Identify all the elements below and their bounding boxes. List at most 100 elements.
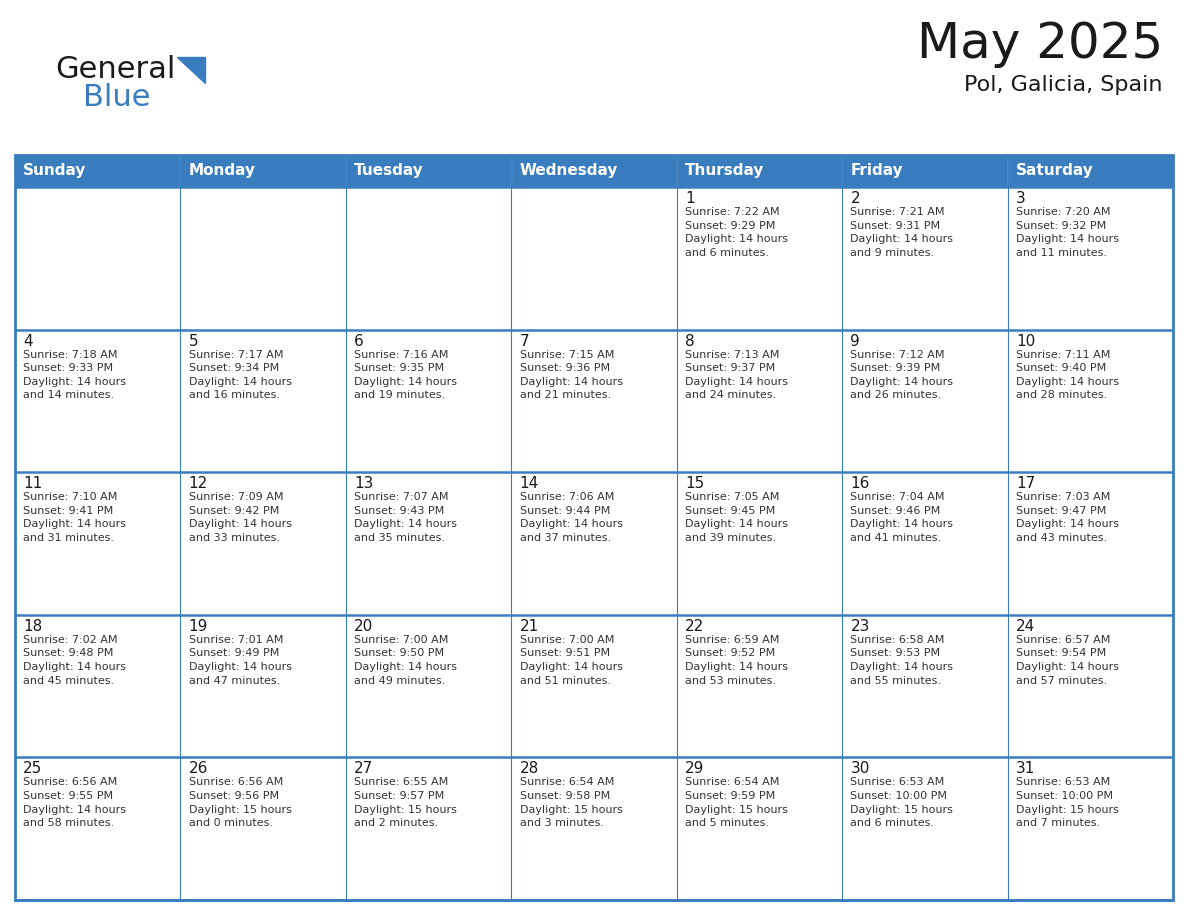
Text: Sunrise: 7:03 AM
Sunset: 9:47 PM
Daylight: 14 hours
and 43 minutes.: Sunrise: 7:03 AM Sunset: 9:47 PM Dayligh… — [1016, 492, 1119, 543]
Text: 6: 6 — [354, 333, 364, 349]
Text: Sunrise: 6:54 AM
Sunset: 9:59 PM
Daylight: 15 hours
and 5 minutes.: Sunrise: 6:54 AM Sunset: 9:59 PM Dayligh… — [685, 778, 788, 828]
Text: Sunrise: 7:04 AM
Sunset: 9:46 PM
Daylight: 14 hours
and 41 minutes.: Sunrise: 7:04 AM Sunset: 9:46 PM Dayligh… — [851, 492, 954, 543]
Bar — [1007, 330, 1173, 472]
Text: Sunrise: 7:07 AM
Sunset: 9:43 PM
Daylight: 14 hours
and 35 minutes.: Sunrise: 7:07 AM Sunset: 9:43 PM Dayligh… — [354, 492, 457, 543]
Text: Thursday: Thursday — [685, 163, 764, 178]
Bar — [346, 330, 511, 472]
Bar — [1007, 757, 1173, 900]
Text: May 2025: May 2025 — [917, 20, 1163, 68]
Text: Sunrise: 6:53 AM
Sunset: 10:00 PM
Daylight: 15 hours
and 6 minutes.: Sunrise: 6:53 AM Sunset: 10:00 PM Daylig… — [851, 778, 953, 828]
Text: 18: 18 — [24, 619, 43, 633]
Bar — [181, 187, 346, 330]
Text: Sunrise: 6:56 AM
Sunset: 9:56 PM
Daylight: 15 hours
and 0 minutes.: Sunrise: 6:56 AM Sunset: 9:56 PM Dayligh… — [189, 778, 291, 828]
Text: Pol, Galicia, Spain: Pol, Galicia, Spain — [965, 75, 1163, 95]
Bar — [842, 187, 1007, 330]
Text: Sunrise: 6:55 AM
Sunset: 9:57 PM
Daylight: 15 hours
and 2 minutes.: Sunrise: 6:55 AM Sunset: 9:57 PM Dayligh… — [354, 778, 457, 828]
Text: 30: 30 — [851, 761, 870, 777]
Text: 7: 7 — [519, 333, 529, 349]
Text: 25: 25 — [24, 761, 43, 777]
Text: Sunrise: 7:01 AM
Sunset: 9:49 PM
Daylight: 14 hours
and 47 minutes.: Sunrise: 7:01 AM Sunset: 9:49 PM Dayligh… — [189, 635, 292, 686]
Text: 20: 20 — [354, 619, 373, 633]
Text: 3: 3 — [1016, 191, 1025, 206]
Text: 31: 31 — [1016, 761, 1035, 777]
Bar — [15, 472, 181, 615]
Text: Sunrise: 6:59 AM
Sunset: 9:52 PM
Daylight: 14 hours
and 53 minutes.: Sunrise: 6:59 AM Sunset: 9:52 PM Dayligh… — [685, 635, 788, 686]
Bar — [677, 757, 842, 900]
Bar — [511, 155, 677, 187]
Text: 21: 21 — [519, 619, 539, 633]
Bar — [1007, 187, 1173, 330]
Text: 19: 19 — [189, 619, 208, 633]
Bar — [181, 472, 346, 615]
Bar — [677, 472, 842, 615]
Text: Sunrise: 7:09 AM
Sunset: 9:42 PM
Daylight: 14 hours
and 33 minutes.: Sunrise: 7:09 AM Sunset: 9:42 PM Dayligh… — [189, 492, 292, 543]
Text: 23: 23 — [851, 619, 870, 633]
Text: 17: 17 — [1016, 476, 1035, 491]
Text: Friday: Friday — [851, 163, 903, 178]
Text: Sunrise: 7:21 AM
Sunset: 9:31 PM
Daylight: 14 hours
and 9 minutes.: Sunrise: 7:21 AM Sunset: 9:31 PM Dayligh… — [851, 207, 954, 258]
Text: 9: 9 — [851, 333, 860, 349]
Bar — [181, 757, 346, 900]
Text: Sunrise: 6:57 AM
Sunset: 9:54 PM
Daylight: 14 hours
and 57 minutes.: Sunrise: 6:57 AM Sunset: 9:54 PM Dayligh… — [1016, 635, 1119, 686]
Text: Blue: Blue — [83, 83, 151, 112]
Text: 26: 26 — [189, 761, 208, 777]
Text: 1: 1 — [685, 191, 695, 206]
Bar — [346, 155, 511, 187]
Text: Sunrise: 7:02 AM
Sunset: 9:48 PM
Daylight: 14 hours
and 45 minutes.: Sunrise: 7:02 AM Sunset: 9:48 PM Dayligh… — [24, 635, 126, 686]
Bar — [15, 155, 1173, 900]
Text: 8: 8 — [685, 333, 695, 349]
Bar — [842, 615, 1007, 757]
Text: Sunrise: 7:11 AM
Sunset: 9:40 PM
Daylight: 14 hours
and 28 minutes.: Sunrise: 7:11 AM Sunset: 9:40 PM Dayligh… — [1016, 350, 1119, 400]
Text: Sunrise: 7:10 AM
Sunset: 9:41 PM
Daylight: 14 hours
and 31 minutes.: Sunrise: 7:10 AM Sunset: 9:41 PM Dayligh… — [24, 492, 126, 543]
Bar — [842, 757, 1007, 900]
Bar — [677, 187, 842, 330]
Text: 15: 15 — [685, 476, 704, 491]
Text: Sunrise: 6:53 AM
Sunset: 10:00 PM
Daylight: 15 hours
and 7 minutes.: Sunrise: 6:53 AM Sunset: 10:00 PM Daylig… — [1016, 778, 1119, 828]
Bar — [842, 155, 1007, 187]
Text: 5: 5 — [189, 333, 198, 349]
Text: Monday: Monday — [189, 163, 255, 178]
Text: 4: 4 — [24, 333, 33, 349]
Bar — [15, 155, 181, 187]
Bar — [15, 330, 181, 472]
Text: Saturday: Saturday — [1016, 163, 1094, 178]
Text: General: General — [55, 55, 176, 84]
Text: 24: 24 — [1016, 619, 1035, 633]
Text: 10: 10 — [1016, 333, 1035, 349]
Bar — [15, 757, 181, 900]
Bar — [677, 615, 842, 757]
Bar — [511, 330, 677, 472]
Text: Sunday: Sunday — [24, 163, 87, 178]
Text: Sunrise: 7:00 AM
Sunset: 9:51 PM
Daylight: 14 hours
and 51 minutes.: Sunrise: 7:00 AM Sunset: 9:51 PM Dayligh… — [519, 635, 623, 686]
Bar — [1007, 155, 1173, 187]
Bar — [511, 757, 677, 900]
Bar — [181, 615, 346, 757]
Bar — [346, 615, 511, 757]
Bar — [346, 757, 511, 900]
Bar — [842, 472, 1007, 615]
Bar — [1007, 472, 1173, 615]
Text: Sunrise: 6:56 AM
Sunset: 9:55 PM
Daylight: 14 hours
and 58 minutes.: Sunrise: 6:56 AM Sunset: 9:55 PM Dayligh… — [24, 778, 126, 828]
Bar — [842, 330, 1007, 472]
Text: Sunrise: 6:54 AM
Sunset: 9:58 PM
Daylight: 15 hours
and 3 minutes.: Sunrise: 6:54 AM Sunset: 9:58 PM Dayligh… — [519, 778, 623, 828]
Bar — [511, 472, 677, 615]
Text: Tuesday: Tuesday — [354, 163, 424, 178]
Text: 16: 16 — [851, 476, 870, 491]
Text: Wednesday: Wednesday — [519, 163, 618, 178]
Bar — [677, 155, 842, 187]
Text: Sunrise: 7:06 AM
Sunset: 9:44 PM
Daylight: 14 hours
and 37 minutes.: Sunrise: 7:06 AM Sunset: 9:44 PM Dayligh… — [519, 492, 623, 543]
Text: Sunrise: 7:15 AM
Sunset: 9:36 PM
Daylight: 14 hours
and 21 minutes.: Sunrise: 7:15 AM Sunset: 9:36 PM Dayligh… — [519, 350, 623, 400]
Text: Sunrise: 6:58 AM
Sunset: 9:53 PM
Daylight: 14 hours
and 55 minutes.: Sunrise: 6:58 AM Sunset: 9:53 PM Dayligh… — [851, 635, 954, 686]
Text: Sunrise: 7:18 AM
Sunset: 9:33 PM
Daylight: 14 hours
and 14 minutes.: Sunrise: 7:18 AM Sunset: 9:33 PM Dayligh… — [24, 350, 126, 400]
Text: Sunrise: 7:00 AM
Sunset: 9:50 PM
Daylight: 14 hours
and 49 minutes.: Sunrise: 7:00 AM Sunset: 9:50 PM Dayligh… — [354, 635, 457, 686]
Bar — [677, 330, 842, 472]
Text: Sunrise: 7:22 AM
Sunset: 9:29 PM
Daylight: 14 hours
and 6 minutes.: Sunrise: 7:22 AM Sunset: 9:29 PM Dayligh… — [685, 207, 788, 258]
Text: Sunrise: 7:13 AM
Sunset: 9:37 PM
Daylight: 14 hours
and 24 minutes.: Sunrise: 7:13 AM Sunset: 9:37 PM Dayligh… — [685, 350, 788, 400]
Polygon shape — [177, 57, 206, 83]
Text: 22: 22 — [685, 619, 704, 633]
Text: Sunrise: 7:12 AM
Sunset: 9:39 PM
Daylight: 14 hours
and 26 minutes.: Sunrise: 7:12 AM Sunset: 9:39 PM Dayligh… — [851, 350, 954, 400]
Bar — [15, 187, 181, 330]
Bar — [346, 472, 511, 615]
Text: Sunrise: 7:16 AM
Sunset: 9:35 PM
Daylight: 14 hours
and 19 minutes.: Sunrise: 7:16 AM Sunset: 9:35 PM Dayligh… — [354, 350, 457, 400]
Text: 27: 27 — [354, 761, 373, 777]
